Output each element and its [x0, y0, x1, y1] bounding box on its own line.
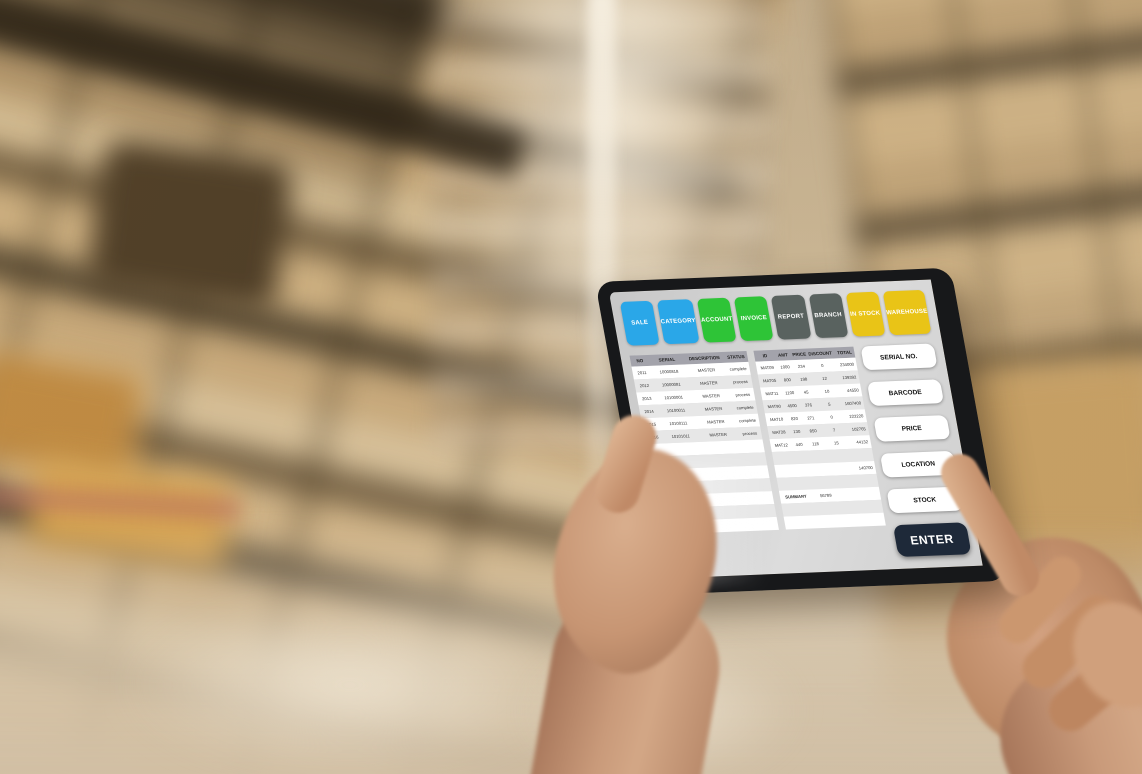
column-header: DISCOUNT [807, 350, 833, 357]
cell-id: MAT10 [769, 416, 784, 423]
side-button-price[interactable]: PRICE [872, 415, 951, 442]
cell-blank [796, 470, 811, 471]
column-header: NO [636, 358, 644, 364]
cell-price: 850 [809, 428, 818, 434]
cell-id: MAT90 [767, 403, 782, 410]
cell-description: MASTER [704, 406, 723, 412]
cell-total: 44550 [846, 387, 860, 393]
cell-id: MAT09 [760, 364, 775, 371]
cell-total: 44132 [855, 439, 869, 445]
cell-no: 2012 [639, 382, 650, 389]
cell-status: process [734, 391, 751, 398]
floor-highlight [120, 600, 580, 770]
cell-id: MAT11 [764, 390, 779, 397]
column-header: ID [762, 353, 768, 359]
cell-id: MAT05 [762, 377, 777, 384]
cell-total: 234000 [839, 361, 855, 368]
cell-serial: 10100011 [666, 407, 686, 414]
column-header: PRICE [791, 351, 807, 358]
cell-serial: 10000081 [661, 381, 682, 388]
cell-blank [811, 469, 829, 470]
cell-discount: 0 [820, 362, 824, 368]
nav-button-category[interactable]: CATEGORY [656, 299, 700, 345]
cell-id: MAT12 [774, 442, 789, 448]
column-header: SERIAL [658, 356, 676, 363]
cell-price: 45 [803, 389, 809, 395]
cell-status: complete [736, 404, 755, 411]
cell-amt: 820 [790, 415, 799, 422]
cell-price: 118 [811, 441, 820, 447]
cell-price: 234 [797, 363, 806, 369]
cell-description: MASTER [701, 393, 721, 399]
cell-discount: 5 [827, 401, 831, 407]
cell-status: process [732, 378, 749, 385]
cell-amt: 130 [792, 428, 801, 435]
cell-description: MASTER [699, 380, 718, 386]
nav-button-row: SALE CATEGORY ACCOUNT INVOICE REPORT BRA… [619, 289, 932, 346]
cell-discount: 0 [830, 414, 834, 420]
cell-blank [776, 471, 797, 472]
column-header: DESCRIPTION [688, 355, 721, 362]
cell-status: complete [729, 366, 748, 372]
cell-total: 222220 [848, 413, 864, 419]
column-header: AMT [777, 352, 789, 358]
cell-serial: 10101011 [671, 433, 691, 440]
nav-button-warehouse[interactable]: WAREHOUSE [882, 289, 932, 336]
cell-discount: 15 [833, 440, 840, 446]
cell-no: 2011 [637, 370, 648, 376]
nav-button-branch[interactable]: BRANCH [808, 293, 849, 339]
cell-amt: 800 [783, 377, 792, 383]
cell-discount: 12 [821, 375, 828, 381]
cell-amt: 1100 [784, 390, 795, 396]
cell-amt: 440 [795, 441, 804, 448]
cell-serial: 10100001 [663, 394, 684, 401]
side-button-serial-no[interactable]: SERIAL NO. [859, 343, 938, 371]
cell-no: 2013 [641, 395, 652, 402]
summary-label: SUMMARY [784, 493, 808, 500]
cell-price: 376 [804, 402, 813, 408]
cell-description: MASTER [706, 418, 726, 425]
cell-description: MASTER [709, 431, 728, 438]
cell-grand-total: 140700 [858, 465, 874, 471]
cell-serial: 10100111 [668, 420, 688, 427]
summary-value: 56789 [819, 492, 833, 499]
cell-amt: 1000 [779, 364, 791, 370]
nav-button-sale[interactable]: SALE [619, 300, 660, 346]
cell-no: 2014 [643, 408, 655, 415]
enter-button[interactable]: ENTER [892, 522, 972, 558]
table-row-empty [783, 512, 886, 530]
cell-id: MAT28 [771, 429, 786, 435]
nav-button-invoice[interactable]: INVOICE [733, 296, 775, 342]
cell-total: 139392 [841, 374, 857, 381]
cell-status: complete [738, 417, 757, 424]
cell-status: process [742, 430, 758, 437]
cell-blank [829, 468, 853, 469]
nav-button-in-stock[interactable]: IN STOCK [845, 291, 886, 337]
cell-total: 102765 [851, 426, 867, 432]
cell-description: MASTER [697, 367, 716, 373]
cell-amt: 4500 [786, 403, 798, 409]
cell-price: 198 [799, 376, 808, 382]
side-button-barcode[interactable]: BARCODE [866, 379, 945, 407]
column-header: TOTAL [836, 349, 853, 356]
cell-price: 271 [806, 415, 815, 421]
cell-serial: 10000818 [659, 368, 679, 375]
cell-discount: 7 [832, 427, 836, 433]
nav-button-report[interactable]: REPORT [771, 294, 812, 340]
column-header: STATUS [726, 354, 746, 360]
cell-total: 1607400 [844, 400, 862, 407]
nav-button-account[interactable]: ACCOUNT [696, 297, 737, 343]
cell-discount: 10 [824, 388, 830, 394]
